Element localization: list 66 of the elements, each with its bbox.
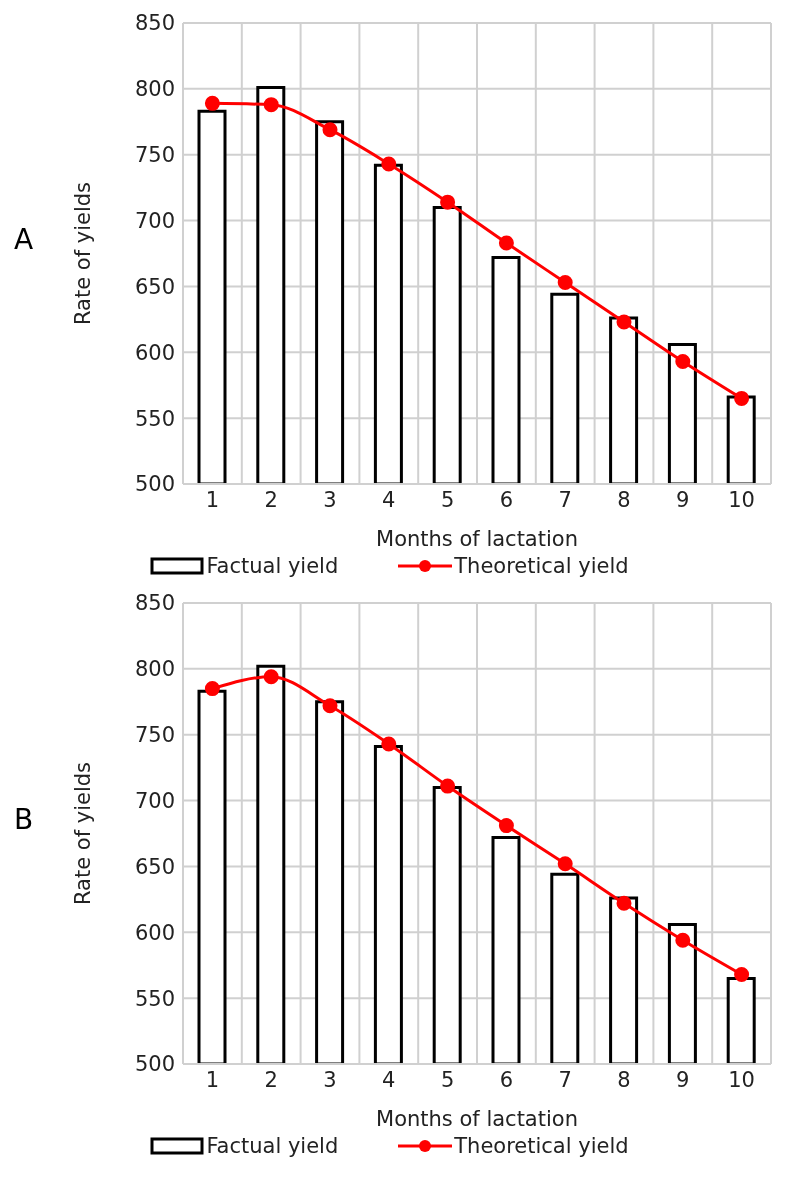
x-tick-label: 6: [499, 487, 514, 512]
point: [440, 778, 456, 794]
point: [557, 274, 573, 290]
point: [263, 97, 279, 113]
x-tick-label: 3: [323, 487, 337, 512]
point: [322, 698, 338, 714]
x-tick-label: 8: [617, 487, 631, 512]
point: [440, 194, 456, 210]
point: [381, 736, 397, 752]
y-tick-label: 650: [134, 274, 175, 299]
y-tick-label: 550: [134, 406, 175, 431]
point: [675, 354, 691, 370]
x-tick-label: 3: [323, 1067, 337, 1092]
y-tick-label: 700: [134, 789, 175, 814]
x-tick-label: 1: [205, 1067, 220, 1092]
y-tick-label: 550: [134, 986, 175, 1011]
y-tick-label: 750: [134, 723, 175, 748]
x-tick-label: 7: [558, 487, 572, 512]
point: [263, 669, 279, 685]
y-tick-label: 700: [134, 209, 175, 234]
point: [557, 856, 573, 872]
point: [381, 156, 397, 172]
x-tick-label: 2: [264, 487, 278, 512]
x-tick-label: 2: [264, 1067, 278, 1092]
y-tick-label: 500: [134, 1052, 175, 1077]
point: [675, 932, 691, 948]
y-tick-label: 850: [134, 591, 175, 616]
point: [204, 95, 220, 111]
x-tick-label: 4: [382, 1067, 396, 1092]
x-axis-title: Months of lactation: [376, 1107, 578, 1131]
point: [322, 122, 338, 138]
y-tick-label: 850: [134, 11, 175, 36]
text: A: [14, 223, 34, 256]
point: [616, 895, 632, 911]
y-tick-label: 800: [134, 657, 175, 682]
legend-label: Theoretical yield: [454, 1134, 629, 1158]
point: [734, 966, 750, 982]
x-tick-label: 7: [558, 1067, 572, 1092]
x-tick-label: 1: [205, 487, 220, 512]
x-tick-label: 5: [440, 1067, 455, 1092]
text: B: [14, 803, 34, 836]
y-tick-label: 650: [134, 854, 175, 879]
legend-label: Factual yield: [206, 1134, 339, 1158]
y-axis-title: Rate of yields: [71, 181, 96, 326]
legend-label: Factual yield: [206, 554, 339, 578]
point: [734, 390, 750, 406]
point: [498, 818, 514, 834]
x-tick-label: 10: [728, 1067, 755, 1092]
point: [204, 681, 220, 697]
point: [498, 235, 514, 251]
legend-label: Theoretical yield: [454, 554, 629, 578]
x-axis-title: Months of lactation: [376, 527, 578, 551]
point: [616, 314, 632, 330]
y-tick-label: 600: [134, 920, 175, 945]
y-tick-label: 800: [134, 77, 175, 102]
x-tick-label: 9: [676, 1067, 690, 1092]
y-tick-label: 600: [134, 340, 175, 365]
x-tick-label: 10: [728, 487, 755, 512]
x-tick-label: 5: [440, 487, 455, 512]
y-axis-title: Rate of yields: [71, 761, 96, 906]
x-tick-label: 6: [499, 1067, 514, 1092]
x-tick-label: 8: [617, 1067, 631, 1092]
y-tick-label: 750: [134, 143, 175, 168]
x-tick-label: 4: [382, 487, 396, 512]
x-tick-label: 9: [676, 487, 690, 512]
y-tick-label: 500: [134, 472, 175, 497]
